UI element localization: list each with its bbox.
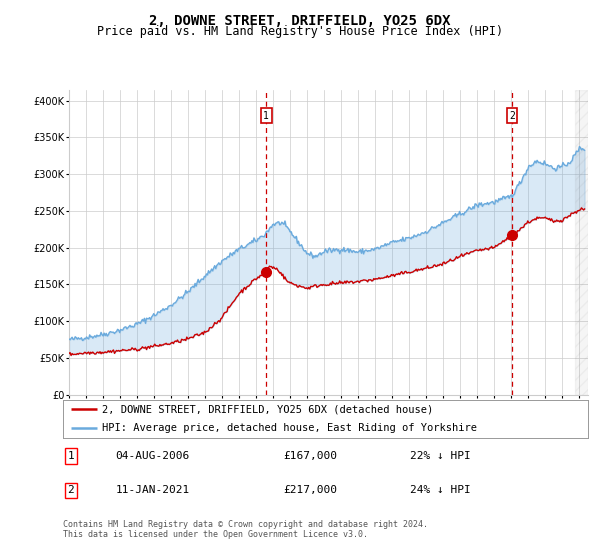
Text: 11-JAN-2021: 11-JAN-2021	[115, 486, 190, 496]
Text: Price paid vs. HM Land Registry's House Price Index (HPI): Price paid vs. HM Land Registry's House …	[97, 25, 503, 38]
Text: £217,000: £217,000	[284, 486, 337, 496]
Text: Contains HM Land Registry data © Crown copyright and database right 2024.
This d: Contains HM Land Registry data © Crown c…	[63, 520, 428, 539]
Text: 22% ↓ HPI: 22% ↓ HPI	[409, 451, 470, 461]
Text: £167,000: £167,000	[284, 451, 337, 461]
Text: 2, DOWNE STREET, DRIFFIELD, YO25 6DX (detached house): 2, DOWNE STREET, DRIFFIELD, YO25 6DX (de…	[103, 404, 434, 414]
Text: 2: 2	[67, 486, 74, 496]
Text: 1: 1	[263, 110, 269, 120]
Text: HPI: Average price, detached house, East Riding of Yorkshire: HPI: Average price, detached house, East…	[103, 423, 478, 433]
Text: 1: 1	[67, 451, 74, 461]
Text: 04-AUG-2006: 04-AUG-2006	[115, 451, 190, 461]
Text: 24% ↓ HPI: 24% ↓ HPI	[409, 486, 470, 496]
Text: 2: 2	[509, 110, 515, 120]
Text: 2, DOWNE STREET, DRIFFIELD, YO25 6DX: 2, DOWNE STREET, DRIFFIELD, YO25 6DX	[149, 14, 451, 28]
